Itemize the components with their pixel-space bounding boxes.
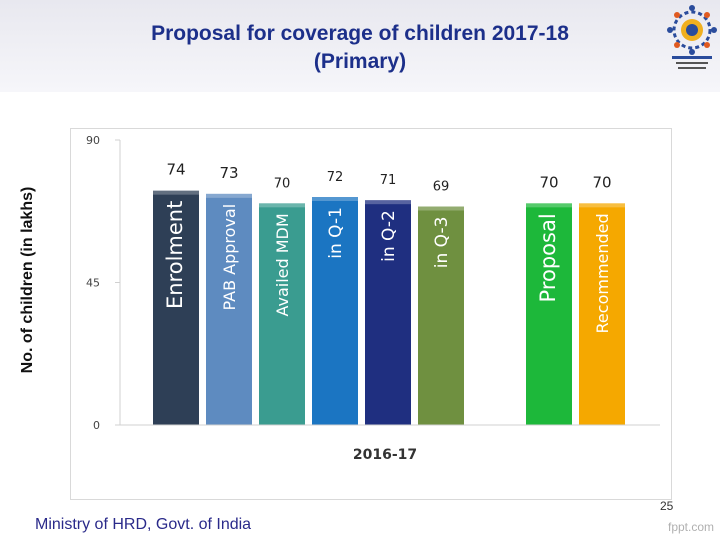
slide-header: Proposal for coverage of children 2017-1… [0, 0, 720, 92]
bar-highlight [259, 203, 305, 208]
bar-category-label: PAB Approval [220, 204, 239, 311]
bar-value-label: 69 [433, 180, 450, 195]
bar-group: Enrolment 74 [153, 161, 199, 425]
bar-group: in Q-2 71 [365, 173, 411, 425]
bar-category-label: Availed MDM [273, 213, 292, 316]
bar-category-label: Recommended [593, 213, 612, 333]
bar [153, 190, 199, 425]
bar-category-label: in Q-1 [326, 207, 346, 259]
bar [206, 193, 252, 425]
bar-category-label: in Q-2 [379, 210, 399, 262]
bar-category-label: Proposal [536, 213, 560, 302]
bar-highlight [153, 190, 199, 195]
slide-title: Proposal for coverage of children 2017-1… [151, 22, 569, 45]
bar-highlight [312, 197, 358, 201]
bar [312, 197, 358, 425]
bar-value-label: 73 [219, 164, 238, 182]
bar-value-label: 74 [166, 161, 185, 179]
bar-value-label: 71 [380, 173, 397, 188]
slide-subtitle: (Primary) [313, 50, 407, 73]
bar-highlight [526, 203, 572, 208]
page-number: 25 [660, 499, 674, 513]
bar-highlight [206, 193, 252, 198]
bar-value-label: 72 [327, 170, 344, 185]
bar-value-label: 70 [539, 173, 558, 191]
bar-group: Proposal 70 [526, 173, 572, 425]
y-tick-label: 45 [86, 277, 100, 290]
footer-ministry: Ministry of HRD, Govt. of India [35, 516, 252, 533]
bar-highlight [418, 206, 464, 211]
bar-group: in Q-1 72 [312, 170, 358, 425]
bar-group: Recommended 70 [579, 173, 625, 425]
watermark: fppt.com [668, 520, 715, 534]
bar [418, 206, 464, 425]
bar-group: in Q-3 69 [418, 180, 464, 425]
bar-value-label: 70 [592, 173, 611, 191]
bar-category-label: in Q-3 [432, 217, 452, 269]
y-tick-label: 0 [93, 419, 100, 432]
bar-highlight [579, 203, 625, 208]
bar [259, 203, 305, 425]
bar-category-label: Enrolment [163, 201, 187, 309]
mid-day-meal-logo-icon [667, 5, 717, 69]
y-tick-label: 90 [86, 134, 100, 147]
bar-highlight [365, 200, 411, 205]
bar-group: Availed MDM 70 [259, 176, 305, 425]
bar-value-label: 70 [274, 176, 291, 191]
bar [579, 203, 625, 425]
bar [365, 200, 411, 425]
bar-group: PAB Approval 73 [206, 164, 252, 425]
bar [526, 203, 572, 425]
x-axis-label: 2016-17 [353, 447, 417, 463]
